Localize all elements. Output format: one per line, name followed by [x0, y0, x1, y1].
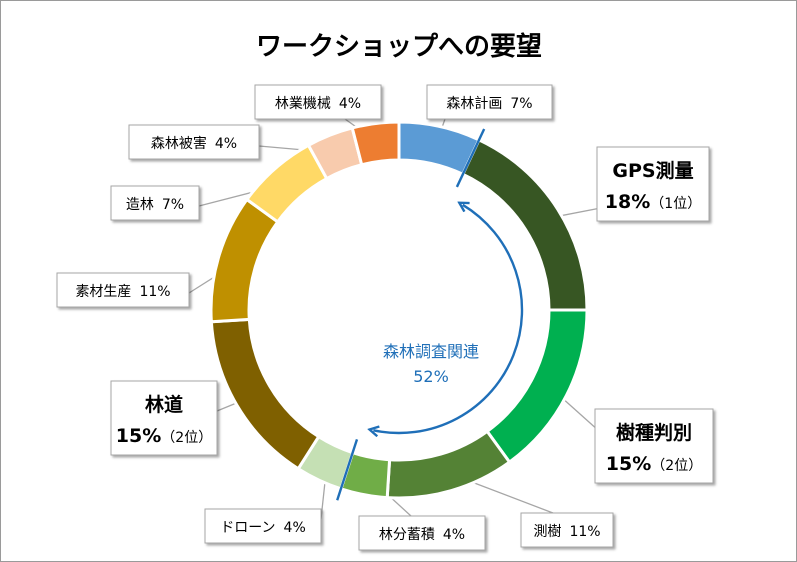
slice-2: [460, 137, 589, 312]
group-divider-bottom: [336, 438, 359, 501]
callout-6: ドローン 4%: [204, 508, 322, 544]
callout-name: 林道: [145, 393, 183, 416]
chart-title: ワークショップへの要望: [256, 32, 542, 62]
callout-value: 18%（1位）: [605, 191, 701, 213]
callout-box: [426, 84, 553, 120]
callout-5: 林分蓄積 4%: [358, 515, 486, 551]
group-divider-top: [455, 128, 486, 188]
callout-box: [358, 515, 486, 551]
callout-box: [520, 512, 614, 548]
callout-name: GPS測量: [612, 159, 693, 182]
callout-7: 林道 15%（2位）: [110, 380, 218, 456]
callout-text: 造林 7%: [126, 197, 184, 213]
callout-text: 測樹 11%: [533, 524, 600, 540]
callout-text: 林分蓄積 4%: [379, 527, 465, 543]
callout-2: GPS測量 18%（1位）: [596, 146, 710, 222]
slice-11: [350, 120, 401, 167]
callout-box: [128, 124, 260, 160]
callout-text: ドローン 4%: [220, 520, 306, 536]
slice-4: [385, 429, 512, 500]
callout-9: 造林 7%: [110, 185, 200, 221]
group-arc-arrow: [373, 205, 524, 433]
callout-box: [56, 272, 190, 308]
callout-text: 林業機械 4%: [275, 96, 361, 112]
callout-box: [594, 408, 714, 484]
callout-text: 素材生産 11%: [75, 284, 170, 300]
slice-8: [209, 197, 280, 324]
callout-8: 素材生産 11%: [56, 272, 190, 308]
callout-box: [110, 185, 200, 221]
group-annotation: 森林調査関連 52%: [336, 128, 524, 501]
callout-10: 森林被害 4%: [128, 124, 260, 160]
data-labels: 森林計画 7% GPS測量 18%（1位） 樹種判別 15%（2位） 測樹 11% 林分蓄積 4%…: [56, 84, 714, 551]
callout-box: [204, 508, 322, 544]
group-name: 森林調査関連: [383, 342, 479, 361]
callout-1: 森林計画 7%: [426, 84, 553, 120]
callout-value: 15%（2位）: [116, 425, 212, 447]
callout-11: 林業機械 4%: [254, 84, 382, 120]
callout-box: [254, 84, 382, 120]
callout-4: 測樹 11%: [520, 512, 614, 548]
group-value: 52%: [413, 367, 449, 386]
slice-3: [485, 308, 589, 465]
callout-box: [596, 146, 710, 222]
callout-3: 樹種判別 15%（2位）: [594, 408, 714, 484]
callout-text: 森林計画 7%: [446, 96, 532, 112]
callout-name: 樹種判別: [616, 421, 692, 444]
callout-text: 森林被害 4%: [151, 136, 237, 152]
callout-value: 15%（2位）: [606, 453, 702, 475]
slices: [209, 120, 589, 500]
slice-7: [209, 317, 321, 471]
callout-box: [110, 380, 218, 456]
